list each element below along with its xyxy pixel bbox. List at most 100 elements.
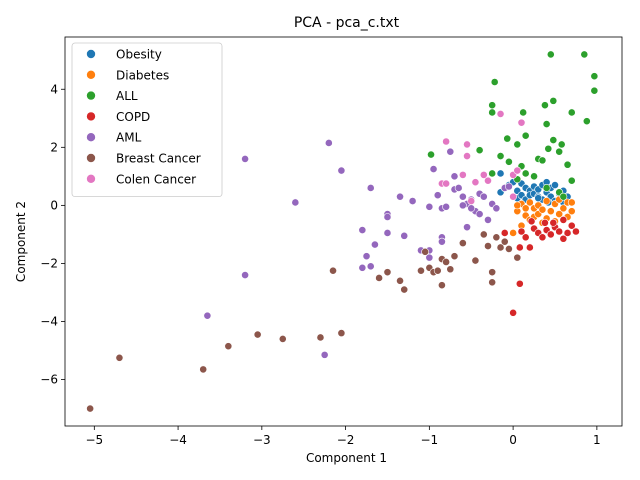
point-copd [563,229,572,237]
point-aml [475,210,484,218]
legend-label-breast-cancer: Breast Cancer [116,152,201,166]
point-breast-cancer [86,404,95,413]
point-aml [400,231,409,240]
x-tick-label: −5 [85,433,103,447]
point-colen-cancer [442,137,451,146]
legend-label-all: ALL [116,89,138,103]
point-aml [467,204,476,213]
point-aml [505,182,513,191]
y-tick-label: 0 [50,198,58,212]
point-breast-cancer [488,278,497,287]
point-aml [408,197,417,205]
point-breast-cancer [450,252,459,261]
point-breast-cancer [421,247,430,256]
point-breast-cancer [500,237,509,246]
point-copd [515,279,524,288]
point-breast-cancer [417,266,425,275]
point-breast-cancer [479,230,488,239]
point-all [544,144,553,153]
point-breast-cancer [492,233,501,242]
point-breast-cancer [199,365,208,374]
point-all [521,169,530,178]
y-axis-label: Component 2 [14,201,28,282]
point-colen-cancer [463,140,471,149]
point-all [505,157,513,166]
y-axis-ticks: −6 −4 −2 0 2 4 [40,82,65,387]
scatter-points [86,50,599,413]
point-breast-cancer [253,330,262,339]
point-copd [525,243,534,252]
point-all [582,117,591,126]
point-breast-cancer [471,256,480,265]
point-breast-cancer [438,281,446,290]
point-all [538,156,547,165]
point-aml [320,350,329,359]
point-aml [458,192,467,201]
point-copd [538,233,547,242]
legend-label-copd: COPD [116,110,150,124]
point-colen-cancer [484,176,492,185]
point-aml [492,204,501,213]
point-all [567,108,576,117]
legend-marker-breast-cancer [86,153,96,163]
point-all [519,108,528,117]
point-all [542,120,551,128]
point-all [488,108,497,117]
x-tick-label: 0 [509,433,517,447]
point-all [488,101,497,110]
point-diabetes [509,229,518,237]
point-breast-cancer [383,268,392,277]
point-copd [541,218,549,227]
point-diabetes [567,207,576,216]
point-breast-cancer [115,353,124,362]
point-aml [425,202,434,211]
point-aml [241,271,249,279]
point-breast-cancer [513,253,522,262]
point-copd [500,229,509,237]
point-breast-cancer [224,342,233,351]
point-aml [241,155,249,163]
point-copd [527,217,536,226]
point-copd [559,234,568,243]
y-tick-label: 2 [50,140,58,154]
point-colen-cancer [442,179,451,188]
point-all [549,96,558,105]
point-colen-cancer [517,118,526,127]
point-copd [521,233,530,242]
point-obesity [534,194,543,203]
point-all [590,86,599,95]
point-colen-cancer [471,178,480,187]
point-colen-cancer [496,110,505,118]
point-aml [203,311,212,320]
point-breast-cancer [396,276,404,285]
point-breast-cancer [278,335,287,343]
y-tick-label: −6 [40,373,58,387]
point-aml [442,202,451,211]
point-aml [291,198,300,207]
point-all [496,152,505,160]
point-breast-cancer [446,265,455,274]
legend-marker-obesity [86,49,96,59]
point-all [488,169,497,178]
point-all [555,147,564,156]
point-all [513,140,522,149]
point-all [590,72,599,81]
point-all [541,101,549,110]
point-obesity [496,169,505,178]
point-diabetes [525,198,534,207]
point-breast-cancer [337,329,346,338]
point-diabetes [542,197,551,205]
chart-title: PCA - pca_c.txt [294,15,400,31]
point-aml [396,192,404,201]
legend-box [71,42,223,198]
plot-frame [64,36,623,427]
legend-label-diabetes: Diabetes [116,68,169,82]
point-all [542,184,551,192]
point-breast-cancer [329,266,337,275]
x-tick-label: 1 [593,433,601,447]
point-colen-cancer [513,166,522,175]
point-breast-cancer [442,258,451,266]
point-diabetes [567,198,576,207]
